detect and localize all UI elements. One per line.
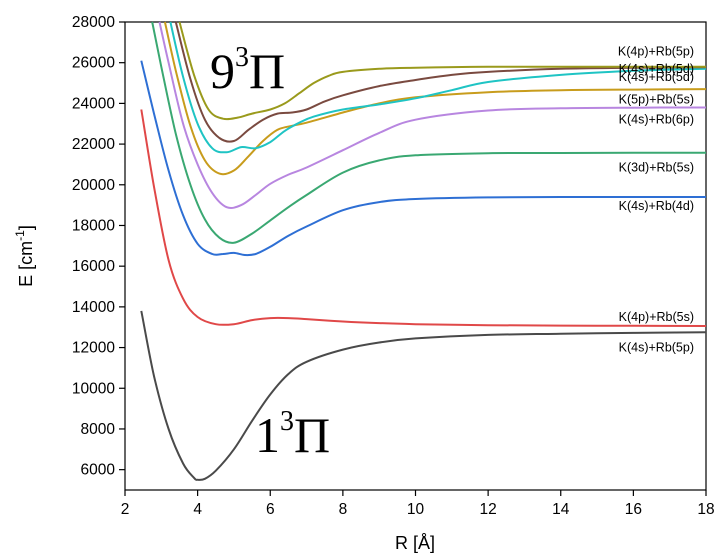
annotation-1-3-pi: 13Π	[255, 406, 330, 463]
series-end-label-3: K(3d)+Rb(5s)	[619, 160, 694, 174]
series-line-5	[163, 21, 707, 176]
annotation-9-symbol: Π	[249, 43, 285, 99]
y-tick-label: 22000	[72, 136, 115, 153]
y-axis-label-main: E [cm	[16, 241, 36, 287]
annotation-9-num: 9	[210, 43, 235, 99]
x-tick-label: 8	[339, 501, 348, 518]
series-line-2	[140, 60, 706, 257]
annotation-1-symbol: Π	[294, 407, 330, 463]
y-tick-label: 10000	[72, 380, 115, 397]
x-tick-label: 2	[121, 501, 130, 518]
series-line-3	[151, 21, 706, 244]
series-end-label-2: K(4s)+Rb(4d)	[619, 199, 694, 213]
x-tick-label: 10	[407, 501, 425, 518]
x-tick-label: 16	[625, 501, 642, 518]
x-tick-label: 18	[697, 501, 714, 518]
y-tick-label: 8000	[81, 421, 116, 438]
series-line-8	[178, 21, 706, 121]
y-tick-label: 20000	[72, 177, 115, 194]
y-tick-label: 14000	[72, 299, 115, 316]
y-tick-label: 6000	[81, 462, 116, 479]
series-group	[140, 21, 707, 481]
series-end-label-0: K(4s)+Rb(5p)	[619, 341, 694, 355]
series-end-label-4: K(4s)+Rb(6p)	[619, 113, 694, 127]
series-end-label-7: K(4s)+Rb(5d)	[619, 62, 694, 76]
y-tick-label: 18000	[72, 217, 115, 234]
y-tick-label: 28000	[72, 14, 115, 31]
y-tick-label: 16000	[72, 258, 115, 275]
series-end-label-6: K(4s)+Rb(5d)	[619, 70, 694, 84]
y-axis-label: E [cm-1]	[13, 225, 36, 287]
y-tick-label: 24000	[72, 95, 115, 112]
y-tick-label: 26000	[72, 55, 115, 72]
axis-ticks: 2 4 6 8 10 12 14 16 18 6000 8000 10000 12000 14000 160…	[72, 14, 715, 518]
x-tick-label: 6	[266, 501, 275, 518]
series-line-6	[169, 21, 707, 154]
series-end-label-1: K(4p)+Rb(5s)	[619, 310, 694, 324]
series-line-0	[140, 310, 707, 481]
series-end-label-8: K(4p)+Rb(5p)	[618, 45, 694, 59]
series-line-4	[158, 21, 707, 210]
x-axis-label: R [Å]	[395, 533, 435, 553]
y-tick-label: 12000	[72, 340, 115, 357]
x-tick-label: 12	[480, 501, 497, 518]
series-line-1	[140, 109, 707, 327]
x-tick-label: 14	[552, 501, 570, 518]
series-line-7	[174, 21, 707, 143]
y-axis-label-close: ]	[16, 225, 36, 230]
end-labels: K(4s)+Rb(5p) K(4p)+Rb(5s) K(4s)+Rb(4d) K(3d…	[618, 45, 694, 355]
y-axis-label-sup: -1	[13, 230, 27, 241]
x-tick-label: 4	[193, 501, 202, 518]
annotation-9-sup: 3	[235, 42, 249, 73]
annotation-1-num: 1	[255, 407, 280, 463]
annotation-1-sup: 3	[280, 406, 294, 437]
annotation-9-3-pi: 93Π	[210, 42, 285, 99]
series-end-label-5: K(5p)+Rb(5s)	[619, 92, 694, 106]
